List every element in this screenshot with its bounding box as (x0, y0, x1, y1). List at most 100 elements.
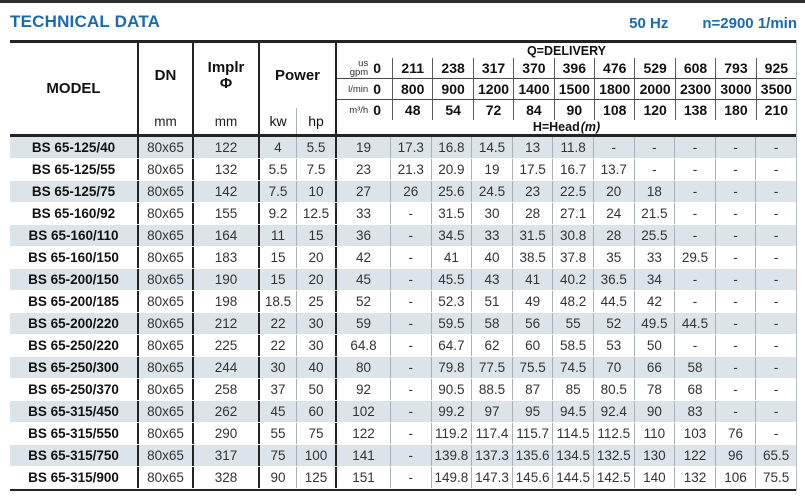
head-cell: 134.5 (552, 445, 593, 466)
impeller-cell: 183 (192, 247, 258, 268)
impeller-cell: 142 (192, 181, 258, 202)
head-cell: 13.7 (592, 159, 634, 180)
speed-label: n=2900 1/min (702, 15, 797, 32)
page-top-rule (0, 0, 805, 3)
head-cell: 135.6 (511, 445, 553, 466)
head-cell: 11.8 (552, 137, 593, 158)
frequency-label: 50 Hz (629, 15, 669, 32)
table-row: BS 65-160/92 80x65 155 9.2 12.5 33-31.5 30 28 27… (10, 203, 796, 225)
delivery-zero-value: 0 (373, 102, 381, 118)
model-cell: BS 65-160/150 (28, 250, 119, 265)
delivery-value: 210 (755, 100, 796, 120)
head-cell: 19 (335, 137, 390, 158)
head-cell: - (674, 137, 715, 158)
head-cell: 24.5 (471, 181, 512, 202)
delivery-value: 48 (392, 100, 432, 120)
head-cell: 94.5 (552, 401, 593, 422)
delivery-value: 72 (472, 100, 513, 120)
head-cell: 68 (674, 379, 715, 400)
table-row: BS 65-160/150 80x65 183 15 20 42-41 40 38.5 37.8… (10, 247, 796, 269)
head-cell: - (755, 269, 796, 290)
head-cell: 58 (674, 357, 715, 378)
kw-cell: 18.5 (258, 291, 296, 312)
delivery-unit-label-usgpm: us gpm (350, 59, 368, 78)
table-row: BS 65-315/450 80x65 262 45 60 102-99.2 97 95 94.… (10, 401, 796, 423)
model-cell: BS 65-125/75 (31, 184, 116, 199)
impeller-cell: 328 (192, 467, 258, 488)
head-cell: 52 (335, 291, 390, 312)
table-row: BS 65-200/185 80x65 198 18.5 25 52-52.3 51 49 48… (10, 291, 796, 313)
delivery-value: 608 (674, 58, 715, 78)
head-cell: - (390, 357, 431, 378)
delivery-value: 1200 (472, 79, 513, 99)
head-cell: 103 (674, 423, 715, 444)
dn-cell: 80x65 (137, 269, 192, 290)
kw-cell: 15 (258, 247, 296, 268)
head-cell: 45.5 (430, 269, 472, 290)
head-cell: 44.5 (674, 313, 715, 334)
head-cell: 122 (674, 445, 715, 466)
head-cell: 62 (471, 335, 512, 356)
head-cell: - (714, 335, 756, 356)
head-cell: 110 (633, 423, 675, 444)
head-cell: - (674, 269, 715, 290)
head-cell: 40 (471, 247, 512, 268)
head-cell: - (714, 247, 756, 268)
head-cell: 76 (714, 423, 756, 444)
head-cell: 44.5 (592, 291, 634, 312)
power-kw-label: kw (269, 113, 287, 129)
delivery-value: 2300 (674, 79, 715, 99)
head-cell: 95 (511, 401, 553, 422)
delivery-unit-row-m3h: m³/h 0 48 54 72 84 90 108 120 138 180 210 (337, 99, 796, 120)
kw-cell: 45 (258, 401, 296, 422)
column-header-power: Power kw hp (258, 43, 335, 134)
head-cell: - (755, 379, 796, 400)
impeller-cell: 198 (192, 291, 258, 312)
head-cell: 114.5 (552, 423, 593, 444)
head-cell: 144.5 (552, 467, 593, 488)
model-cell: BS 65-125/55 (31, 162, 116, 177)
head-cell: 45 (335, 269, 390, 290)
delivery-unit-label-cell-m3h: m³/h 0 (337, 100, 392, 120)
head-cell: 79.8 (430, 357, 472, 378)
page-header-right: 50 Hz n=2900 1/min (629, 15, 797, 32)
head-cell: 31.5 (430, 203, 472, 224)
head-title: H=Head (532, 120, 580, 134)
delivery-unit-label-m3h: m³/h (349, 105, 368, 115)
head-cell: 142.5 (592, 467, 634, 488)
column-header-dn: DN mm (137, 43, 192, 134)
column-header-impeller: Implr Φ mm (192, 43, 258, 134)
head-title-row: H=Head (m) (335, 120, 796, 134)
impeller-cell: 190 (192, 269, 258, 290)
model-cell: BS 65-250/300 (28, 360, 119, 375)
head-cell: 37.8 (552, 247, 593, 268)
impeller-cell: 122 (192, 137, 258, 158)
kw-cell: 5.5 (258, 159, 296, 180)
head-cell: - (390, 247, 431, 268)
head-cell: 64.7 (430, 335, 472, 356)
hp-cell: 20 (296, 247, 335, 268)
head-cell: 137.3 (471, 445, 512, 466)
table-header: MODEL DN mm Implr Φ mm Power kw hp Q=DEL… (10, 40, 796, 137)
impeller-unit-label: mm (214, 113, 238, 129)
head-cell: 23 (335, 159, 390, 180)
kw-cell: 75 (258, 445, 296, 466)
head-cell: 35 (592, 247, 634, 268)
head-cell: - (755, 225, 796, 246)
dn-header-label: DN (154, 67, 177, 84)
head-cell: 36 (335, 225, 390, 246)
head-cell: 97 (471, 401, 512, 422)
head-cell: 52 (592, 313, 634, 334)
hp-cell: 7.5 (296, 159, 335, 180)
power-header-label: Power (274, 67, 320, 84)
table-row: BS 65-125/40 80x65 122 4 5.5 19 17.3 16.8 14.5 13… (10, 137, 796, 159)
delivery-value: 900 (432, 79, 472, 99)
dn-cell: 80x65 (137, 445, 192, 466)
head-cell: 85 (552, 379, 593, 400)
head-cell: - (755, 335, 796, 356)
head-cell: 33 (471, 225, 512, 246)
head-cell: 112.5 (592, 423, 634, 444)
kw-cell: 15 (258, 269, 296, 290)
delivery-zero-value: 0 (373, 81, 381, 97)
impeller-cell: 132 (192, 159, 258, 180)
